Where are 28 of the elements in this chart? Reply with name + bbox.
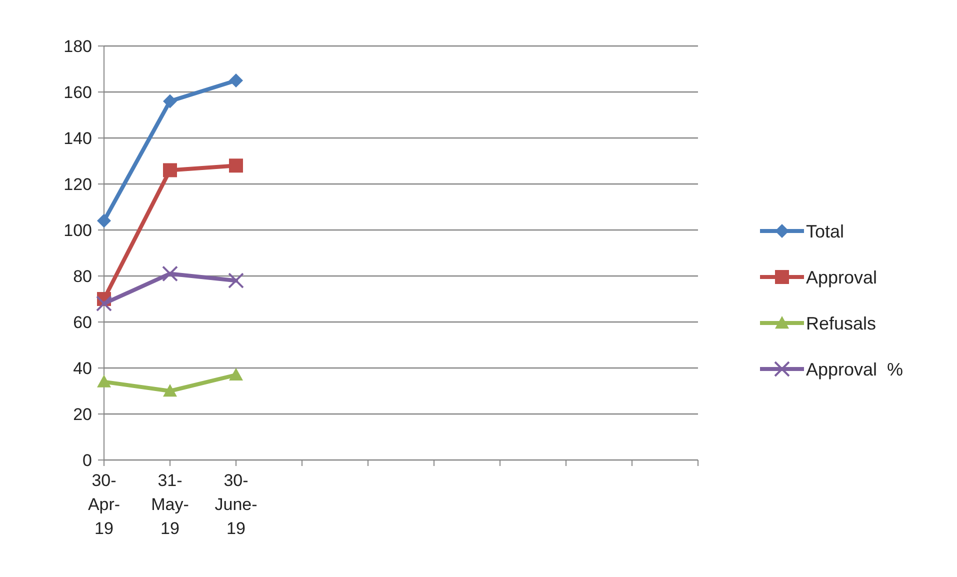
point bbox=[163, 163, 177, 178]
point bbox=[163, 94, 177, 108]
y-tick-label: 80 bbox=[73, 266, 92, 286]
point bbox=[96, 296, 112, 312]
y-tick-label: 20 bbox=[73, 404, 92, 424]
y-tick-label: 120 bbox=[64, 174, 92, 194]
legend-label: Total bbox=[806, 221, 844, 242]
point bbox=[162, 266, 178, 282]
x-tick-label: 31-May-19 bbox=[151, 471, 189, 538]
x-tick-label: 30-Apr-19 bbox=[88, 471, 120, 538]
y-tick-label: 0 bbox=[82, 450, 92, 470]
point bbox=[229, 74, 243, 88]
y-tick-label: 160 bbox=[64, 82, 92, 102]
x-tick-label: 30-June-19 bbox=[214, 471, 258, 538]
point bbox=[97, 374, 111, 388]
y-tick-label: 100 bbox=[64, 220, 92, 240]
y-tick-label: 140 bbox=[64, 128, 92, 148]
point bbox=[97, 214, 111, 228]
legend-label: Approval bbox=[806, 267, 878, 288]
point bbox=[229, 368, 243, 380]
y-tick-label: 60 bbox=[73, 312, 92, 332]
point bbox=[229, 158, 243, 173]
point bbox=[228, 272, 244, 289]
legend-label: Refusals bbox=[806, 313, 876, 334]
y-tick-label: 40 bbox=[73, 358, 92, 378]
y-tick-label: 180 bbox=[64, 36, 92, 56]
point bbox=[163, 384, 177, 397]
legend-label: Approval % bbox=[806, 359, 904, 380]
